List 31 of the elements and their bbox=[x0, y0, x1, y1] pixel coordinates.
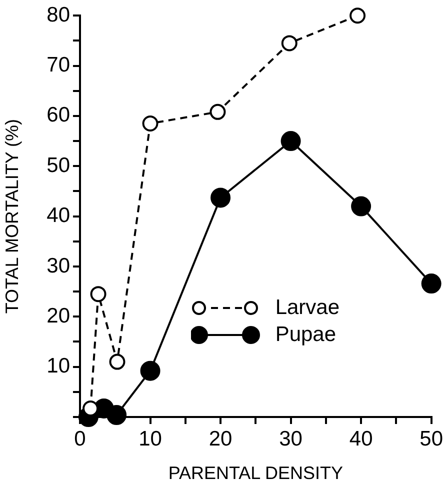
x-tick-label: 10 bbox=[138, 427, 162, 450]
x-tick-label: 50 bbox=[420, 427, 443, 450]
x-tick-label: 0 bbox=[74, 427, 86, 450]
point bbox=[140, 360, 160, 381]
y-tick-label: 80 bbox=[46, 3, 70, 26]
y-axis-title: TOTAL MORTALITY (%) bbox=[2, 118, 22, 314]
x-tick-label: 40 bbox=[349, 427, 373, 450]
x-tick-label: 20 bbox=[208, 427, 232, 450]
point bbox=[82, 400, 99, 416]
y-tick-label: 60 bbox=[46, 104, 70, 127]
x-tick-label: 30 bbox=[279, 427, 302, 450]
y-tick-label: 20 bbox=[46, 304, 70, 328]
x-axis-title: PARENTAL DENSITY bbox=[168, 463, 344, 484]
legend-label: Pupae bbox=[275, 323, 336, 347]
point bbox=[281, 35, 298, 52]
y-tick-label: 70 bbox=[46, 54, 70, 77]
legend-label: Larvae bbox=[275, 296, 340, 320]
y-tick-label: 30 bbox=[46, 254, 70, 278]
point bbox=[350, 8, 366, 24]
point bbox=[106, 404, 127, 425]
point bbox=[109, 354, 126, 370]
point bbox=[210, 104, 226, 120]
point bbox=[210, 188, 231, 208]
y-tick-label: 40 bbox=[46, 204, 70, 228]
point bbox=[90, 286, 106, 302]
point bbox=[142, 115, 158, 132]
y-tick-label: 50 bbox=[46, 154, 70, 177]
point bbox=[280, 131, 301, 152]
point bbox=[421, 274, 442, 294]
point bbox=[351, 196, 372, 216]
y-tick-label: 10 bbox=[46, 354, 70, 378]
